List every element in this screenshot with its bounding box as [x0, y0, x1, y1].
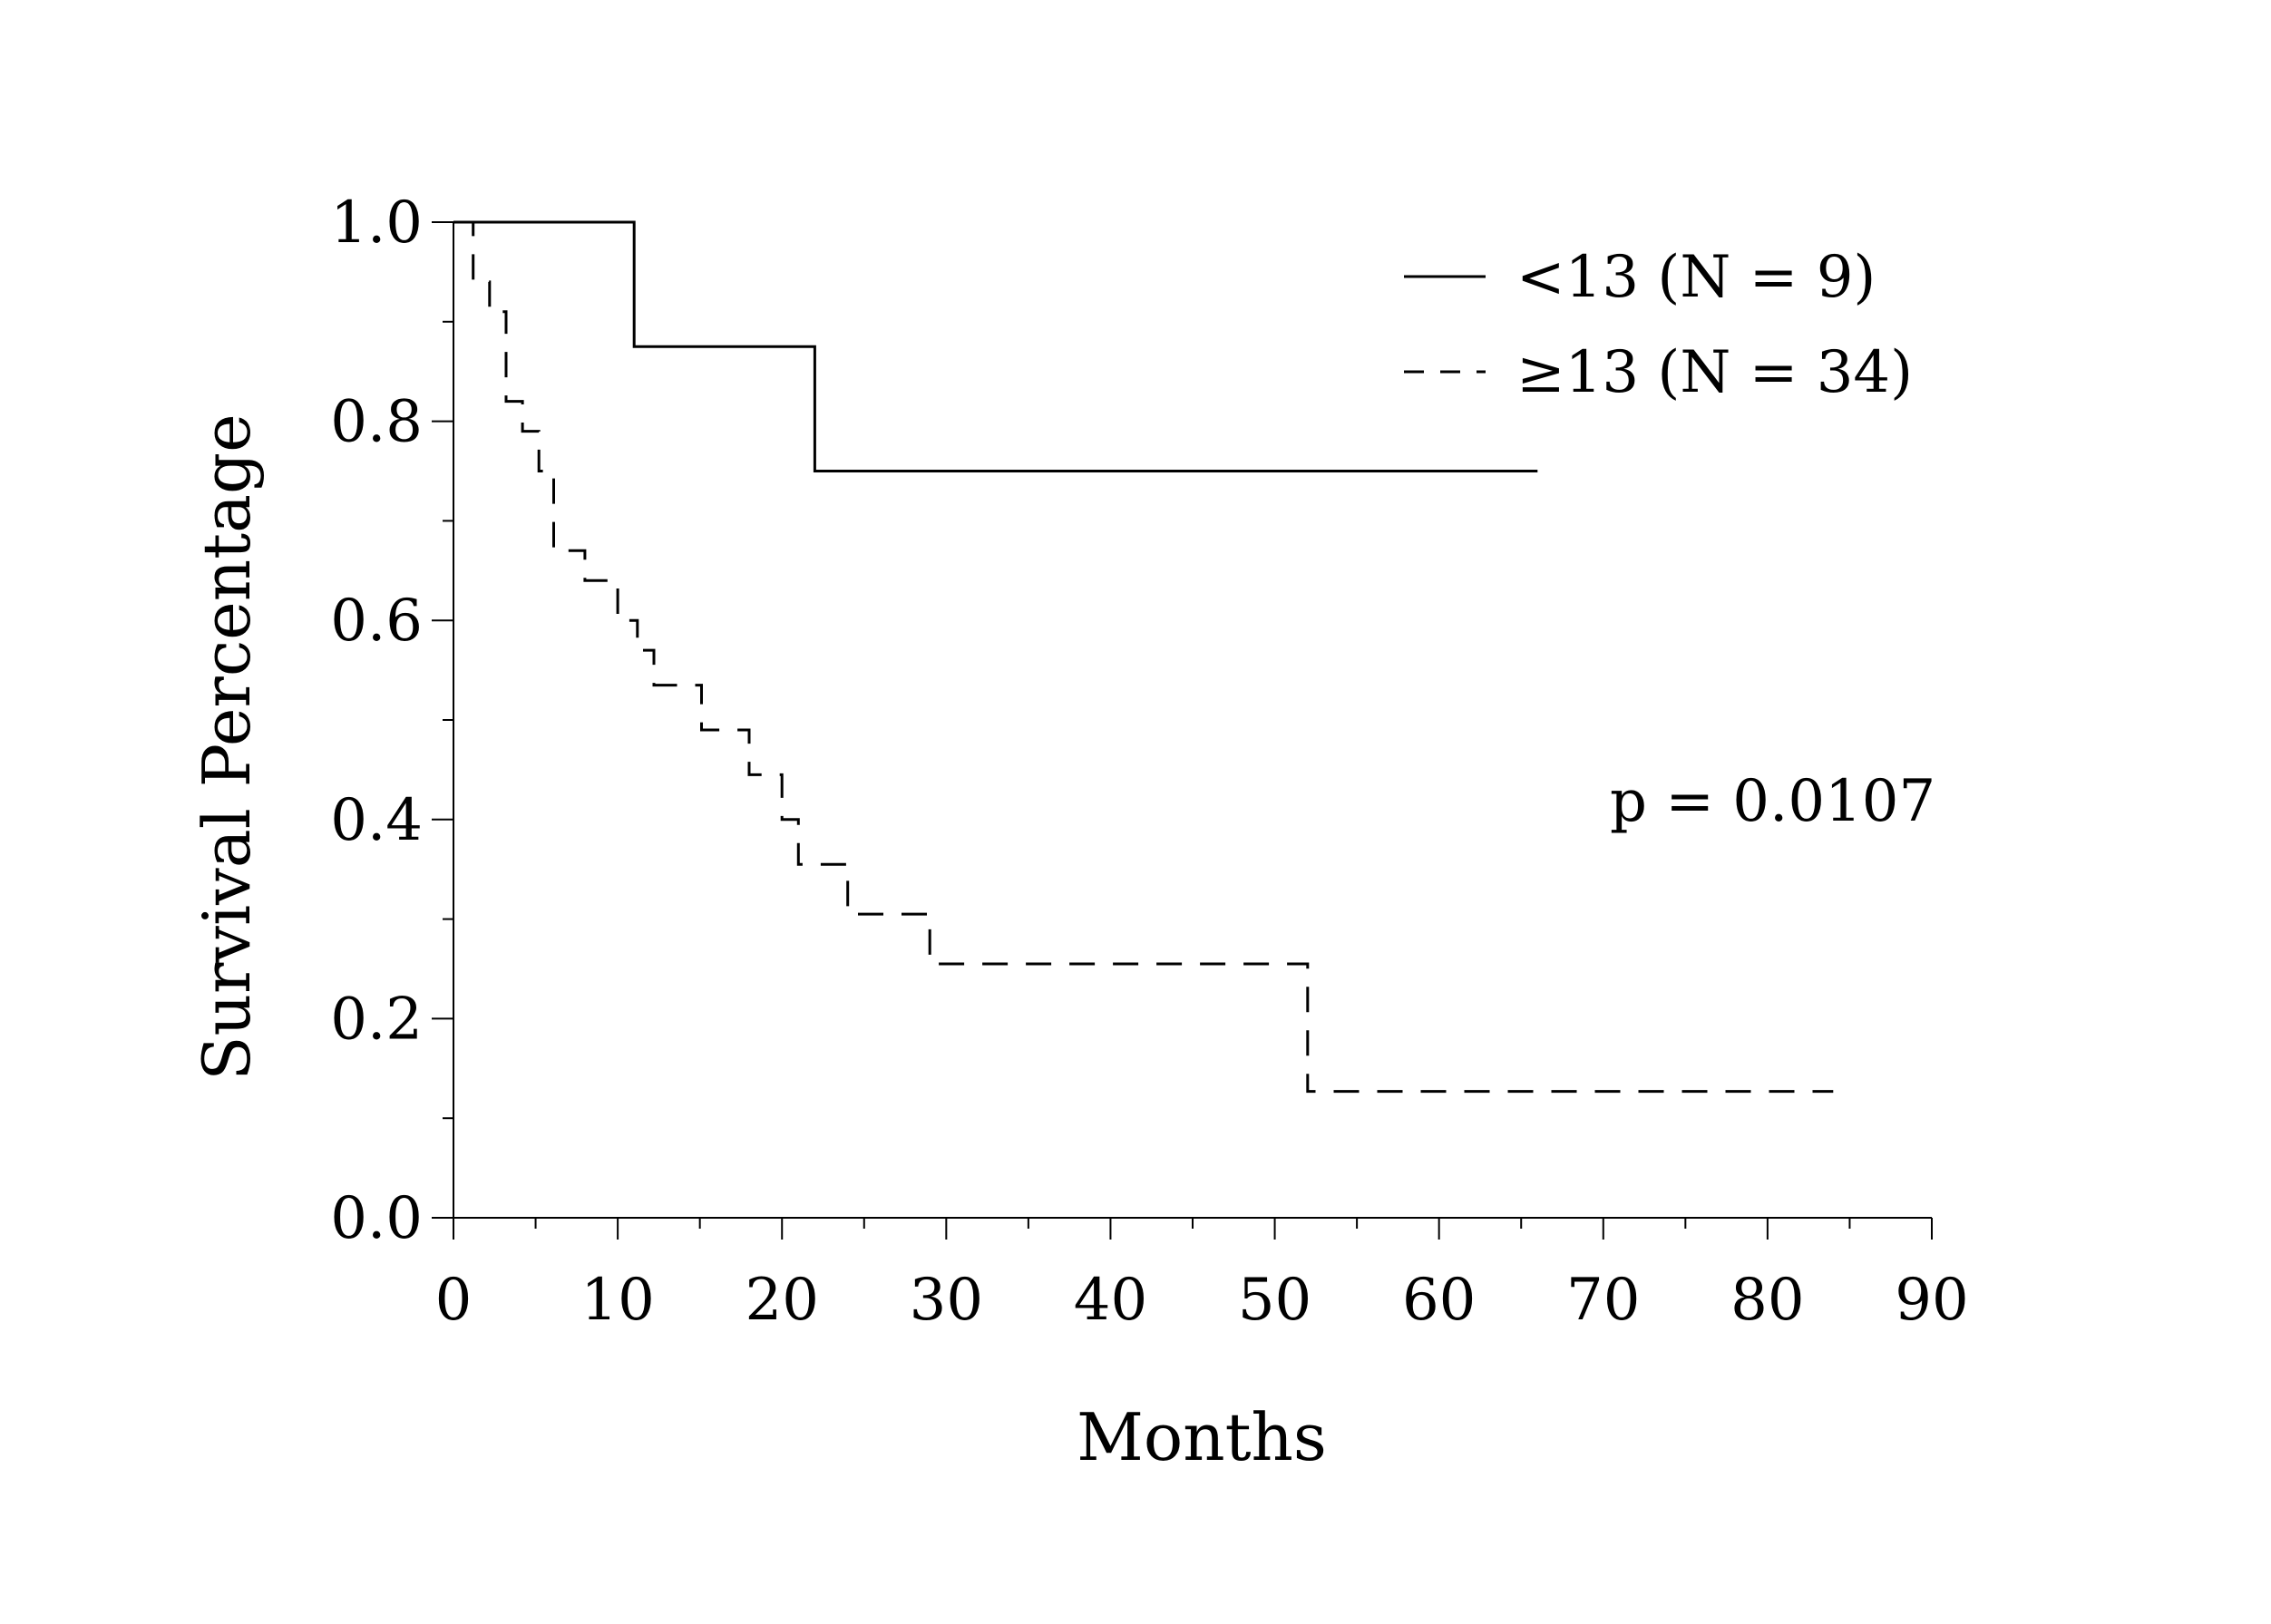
x-tick-label: 70 [1566, 1267, 1640, 1334]
legend: <13 (N = 9) ≥13 (N = 34) [1404, 244, 1913, 406]
x-tick-label: 0 [435, 1267, 473, 1334]
axes: 0 10 20 30 40 50 60 70 80 90 0.0 0.2 0.4 0.6 0.8 1.0 [330, 190, 1969, 1334]
legend-label-series-2: ≥13 (N = 34) [1516, 339, 1913, 406]
x-tick-label: 40 [1074, 1267, 1147, 1334]
p-value-annotation: p = 0.0107 [1610, 768, 1935, 835]
x-axis-title: Months [1077, 1399, 1327, 1475]
series-layer [453, 220, 1834, 1094]
series-line-2 [462, 220, 1834, 1094]
y-tick-label: 0.8 [330, 389, 423, 456]
y-axis-title: Survival Percentage [189, 413, 265, 1080]
y-tick-label: 0.4 [330, 787, 423, 854]
y-tick-label: 0.2 [330, 986, 423, 1053]
y-tick-label: 1.0 [330, 190, 423, 257]
y-tick-label: 0.0 [330, 1185, 423, 1252]
x-tick-label: 30 [910, 1267, 983, 1334]
x-tick-label: 50 [1238, 1267, 1311, 1334]
y-tick-label: 0.6 [330, 588, 423, 655]
x-tick-label: 20 [746, 1267, 819, 1334]
x-tick-label: 90 [1895, 1267, 1968, 1334]
y-ticks: 0.0 0.2 0.4 0.6 0.8 1.0 [330, 190, 453, 1252]
x-tick-label: 80 [1730, 1267, 1804, 1334]
x-ticks: 0 10 20 30 40 50 60 70 80 90 [435, 1218, 1969, 1334]
legend-label-series-1: <13 (N = 9) [1516, 244, 1876, 311]
series-line-1 [453, 220, 1538, 472]
x-tick-label: 60 [1402, 1267, 1476, 1334]
x-tick-label: 10 [580, 1267, 654, 1334]
